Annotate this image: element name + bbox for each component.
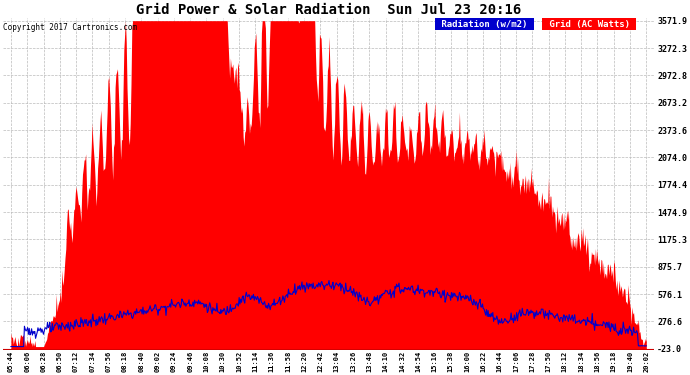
Text: Grid (AC Watts): Grid (AC Watts)	[544, 20, 635, 28]
Title: Grid Power & Solar Radiation  Sun Jul 23 20:16: Grid Power & Solar Radiation Sun Jul 23 …	[136, 3, 521, 17]
Text: Copyright 2017 Cartronics.com: Copyright 2017 Cartronics.com	[3, 23, 137, 32]
Text: Radiation (w/m2): Radiation (w/m2)	[436, 20, 533, 28]
